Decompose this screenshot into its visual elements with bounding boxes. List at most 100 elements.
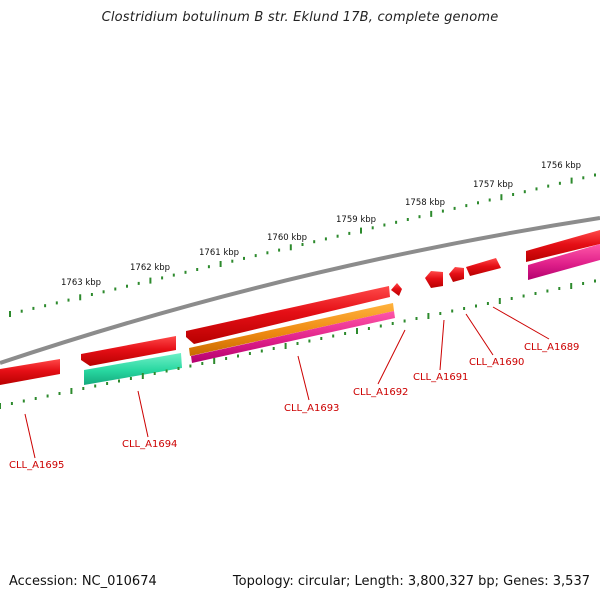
major-tick xyxy=(79,294,82,301)
minor-tick xyxy=(486,302,489,305)
scale-label-1763: 1763 kbp xyxy=(61,278,101,288)
minor-tick xyxy=(510,297,513,300)
minor-tick xyxy=(248,352,251,355)
genome-summary-text: Topology: circular; Length: 3,800,327 bp… xyxy=(232,574,590,589)
minor-tick xyxy=(22,399,25,403)
minor-tick xyxy=(237,354,239,358)
minor-tick xyxy=(254,254,257,258)
minor-tick xyxy=(348,231,351,235)
major-tick xyxy=(430,210,433,217)
minor-tick xyxy=(165,369,168,373)
minor-tick xyxy=(137,281,140,285)
minor-tick xyxy=(278,248,281,252)
minor-tick xyxy=(58,392,61,395)
callout-line-cll-a1692 xyxy=(377,329,406,385)
minor-tick xyxy=(332,334,335,338)
minor-tick xyxy=(126,284,128,288)
scale-labels: 1756 kbp 1757 kbp 1758 kbp 1759 kbp 1760… xyxy=(61,161,581,288)
major-tick xyxy=(213,358,216,364)
minor-tick xyxy=(453,206,456,210)
minor-tick xyxy=(320,337,323,340)
minor-tick xyxy=(324,237,327,241)
minor-tick xyxy=(535,187,538,191)
minor-tick xyxy=(82,387,85,390)
minor-tick xyxy=(477,201,479,205)
gene-label-cll-a1693: CLL_A1693 xyxy=(284,403,339,414)
gene-label-cll-a1695: CLL_A1695 xyxy=(9,460,64,471)
minor-tick xyxy=(44,304,47,308)
major-tick xyxy=(141,373,144,379)
forward-strand-genes xyxy=(0,230,600,385)
major-tick xyxy=(219,261,222,267)
minor-tick xyxy=(94,384,97,388)
minor-tick xyxy=(522,294,525,298)
minor-tick xyxy=(488,198,491,202)
upper-scale-track xyxy=(9,173,596,317)
minor-tick xyxy=(55,301,58,305)
major-tick xyxy=(427,313,430,319)
minor-tick xyxy=(106,382,109,385)
minor-tick xyxy=(231,259,234,263)
minor-tick xyxy=(272,347,275,350)
gene-label-cll-a1692: CLL_A1692 xyxy=(353,387,408,398)
minor-tick xyxy=(10,402,13,405)
minor-tick xyxy=(308,339,311,343)
scale-label-1757: 1757 kbp xyxy=(473,180,513,190)
minor-tick xyxy=(118,379,120,383)
major-tick xyxy=(149,277,152,284)
feature-pink-cll-a1693 xyxy=(191,311,395,363)
minor-tick xyxy=(177,367,180,370)
minor-tick xyxy=(260,349,263,353)
minor-tick xyxy=(582,176,585,180)
gene-label-cll-a1689: CLL_A1689 xyxy=(524,342,579,353)
gene-block-cll-a1690b xyxy=(466,258,501,276)
gene-block-cll-a1694 xyxy=(81,336,176,366)
minor-tick xyxy=(391,322,394,325)
minor-tick xyxy=(90,293,93,296)
minor-tick xyxy=(439,312,442,315)
gene-block-cll-a1690 xyxy=(449,267,464,282)
minor-tick xyxy=(403,319,406,323)
reverse-strand-features xyxy=(84,244,600,385)
minor-tick xyxy=(558,287,561,290)
scale-label-1760: 1760 kbp xyxy=(267,233,307,243)
minor-tick xyxy=(67,298,70,302)
minor-tick xyxy=(546,289,549,293)
minor-tick xyxy=(463,307,466,310)
scale-label-1759: 1759 kbp xyxy=(336,215,376,225)
minor-tick xyxy=(418,215,421,219)
gene-label-cll-a1694: CLL_A1694 xyxy=(122,439,177,450)
page-title: Clostridium botulinum B str. Eklund 17B,… xyxy=(101,10,499,25)
minor-tick xyxy=(465,204,468,208)
gene-label-cll-a1691: CLL_A1691 xyxy=(413,372,468,383)
minor-tick xyxy=(523,190,526,194)
genome-backbone xyxy=(0,216,600,365)
minor-tick xyxy=(172,273,175,277)
callout-line-cll-a1690 xyxy=(465,313,494,356)
feature-orange-cll-a1693 xyxy=(189,303,394,356)
minor-tick xyxy=(207,265,210,269)
minor-tick xyxy=(243,256,245,260)
callout-line-cll-a1691 xyxy=(439,319,445,371)
minor-tick xyxy=(475,304,477,308)
major-tick xyxy=(570,177,573,184)
major-tick xyxy=(284,343,287,349)
scale-label-1756: 1756 kbp xyxy=(541,161,581,171)
minor-tick xyxy=(395,220,398,224)
minor-tick xyxy=(46,394,49,398)
minor-tick xyxy=(313,240,316,244)
callout-line-cll-a1695 xyxy=(24,413,36,459)
scale-label-1761: 1761 kbp xyxy=(199,248,239,258)
minor-tick xyxy=(153,372,156,375)
lower-scale-track xyxy=(0,279,596,409)
major-tick xyxy=(9,311,11,317)
minor-tick xyxy=(383,223,386,227)
major-tick xyxy=(356,328,358,334)
minor-tick xyxy=(129,377,132,380)
minor-tick xyxy=(512,193,515,196)
major-tick xyxy=(289,244,292,251)
gene-label-cll-a1690: CLL_A1690 xyxy=(469,357,524,368)
gene-block-cll-a1691 xyxy=(425,271,443,288)
